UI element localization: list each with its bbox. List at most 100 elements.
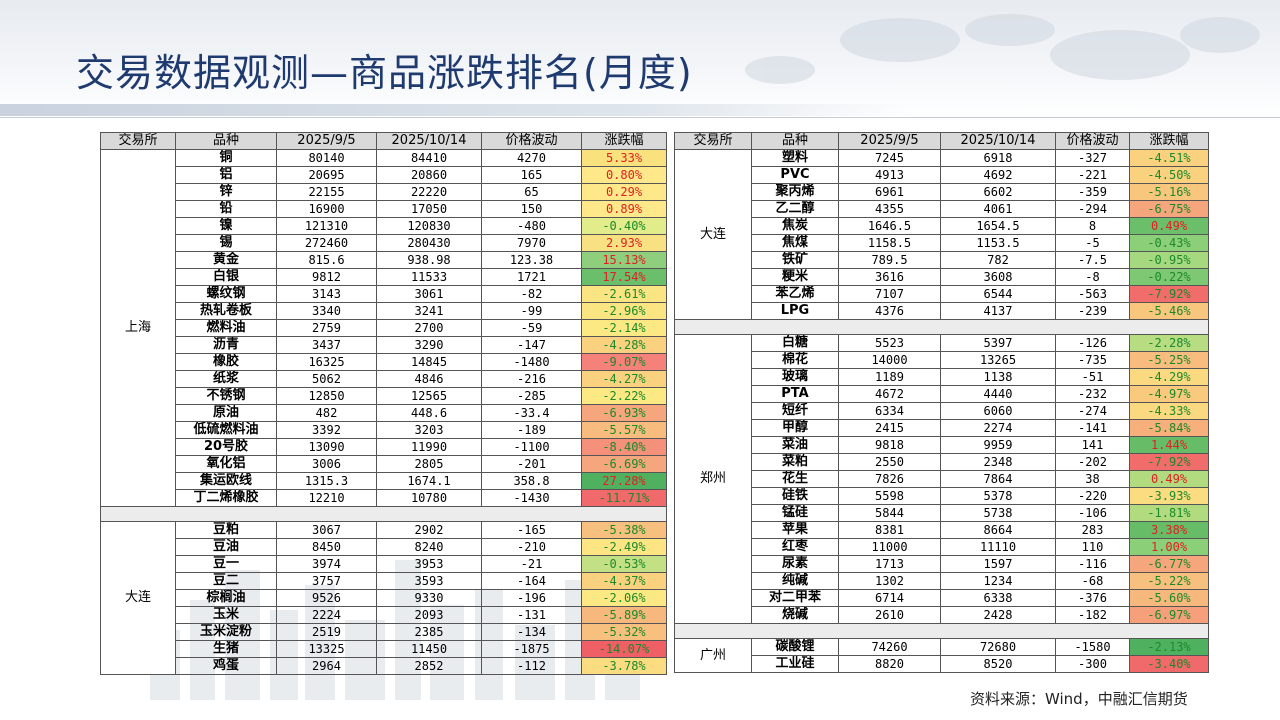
product-name: 铅: [175, 200, 277, 218]
product-name: 不锈钢: [175, 387, 277, 405]
price-2025-10-14: 4692: [940, 166, 1056, 184]
price-2025-09-05: 12210: [276, 489, 377, 507]
table-row: PVC 4913 4692 -221 -4.50%: [675, 166, 1209, 184]
change-percent: 1.00%: [1129, 538, 1209, 556]
price-2025-10-14: 8520: [940, 655, 1056, 673]
change-percent: -5.38%: [581, 521, 667, 539]
price-2025-09-05: 272460: [276, 234, 377, 252]
price-change: 110: [1055, 538, 1130, 556]
change-percent: -6.77%: [1129, 555, 1209, 573]
product-name: LPG: [751, 302, 839, 320]
page-title: 交易数据观测—商品涨跌排名(月度): [76, 51, 693, 95]
price-2025-09-05: 2224: [276, 606, 377, 624]
price-change: -164: [481, 572, 582, 590]
price-2025-10-14: 11450: [376, 640, 482, 658]
price-2025-09-05: 9526: [276, 589, 377, 607]
price-2025-09-05: 1713: [838, 555, 941, 573]
price-2025-10-14: 1597: [940, 555, 1056, 573]
product-name: 螺纹钢: [175, 285, 277, 303]
price-2025-10-14: 2902: [376, 521, 482, 539]
price-2025-10-14: 1153.5: [940, 234, 1056, 252]
price-2025-09-05: 8381: [838, 521, 941, 539]
price-2025-10-14: 84410: [376, 149, 482, 167]
price-2025-10-14: 4137: [940, 302, 1056, 320]
change-percent: -4.51%: [1129, 149, 1209, 167]
source-note: 资料来源：Wind，中融汇信期货: [970, 690, 1188, 708]
price-change: 38: [1055, 470, 1130, 488]
header-accent-band: [0, 104, 910, 116]
table-row: 花生 7826 7864 38 0.49%: [675, 470, 1209, 488]
price-2025-09-05: 3340: [276, 302, 377, 320]
change-percent: -2.13%: [1129, 638, 1209, 656]
change-percent: 0.49%: [1129, 470, 1209, 488]
table-row: 螺纹钢 3143 3061 -82 -2.61%: [101, 285, 667, 303]
price-2025-09-05: 22155: [276, 183, 377, 201]
table-row: 集运欧线 1315.3 1674.1 358.8 27.28%: [101, 472, 667, 490]
column-header: 品种: [751, 132, 839, 150]
table-row: 红枣 11000 11110 110 1.00%: [675, 538, 1209, 556]
product-name: 短纤: [751, 402, 839, 420]
table-row: 短纤 6334 6060 -274 -4.33%: [675, 402, 1209, 420]
price-2025-09-05: 3067: [276, 521, 377, 539]
column-header: 交易所: [100, 132, 176, 150]
table-row: 广州 碳酸锂 74260 72680 -1580 -2.13%: [674, 638, 1209, 673]
price-2025-10-14: 2385: [376, 623, 482, 641]
header-divider: [0, 117, 1280, 118]
price-change: 283: [1055, 521, 1130, 539]
change-percent: -2.96%: [581, 302, 667, 320]
price-change: -99: [481, 302, 582, 320]
price-change: -8: [1055, 268, 1130, 286]
change-percent: 15.13%: [581, 251, 667, 269]
price-2025-10-14: 4061: [940, 200, 1056, 218]
table-row: 锡 272460 280430 7970 2.93%: [101, 234, 667, 252]
price-2025-09-05: 7245: [838, 149, 941, 167]
column-header: 2025/9/5: [838, 132, 941, 150]
price-2025-09-05: 6961: [838, 183, 941, 201]
column-header: 交易所: [674, 132, 752, 150]
product-name: 鸡蛋: [175, 657, 277, 675]
price-2025-10-14: 9959: [940, 436, 1056, 454]
group-separator: [674, 319, 1209, 335]
exchange-cell: 大连: [674, 149, 752, 320]
product-name: 碳酸锂: [751, 638, 839, 656]
price-2025-09-05: 3006: [276, 455, 377, 473]
price-2025-09-05: 789.5: [838, 251, 941, 269]
group-separator: [100, 506, 667, 522]
change-percent: -9.07%: [581, 353, 667, 371]
change-percent: -0.43%: [1129, 234, 1209, 252]
price-2025-10-14: 8240: [376, 538, 482, 556]
price-2025-10-14: 2274: [940, 419, 1056, 437]
table-row: 燃料油 2759 2700 -59 -2.14%: [101, 319, 667, 337]
price-change: -5: [1055, 234, 1130, 252]
price-2025-10-14: 4440: [940, 385, 1056, 403]
product-name: 乙二醇: [751, 200, 839, 218]
price-2025-10-14: 2093: [376, 606, 482, 624]
price-2025-10-14: 4846: [376, 370, 482, 388]
price-2025-10-14: 11110: [940, 538, 1056, 556]
price-2025-10-14: 5738: [940, 504, 1056, 522]
price-2025-09-05: 5062: [276, 370, 377, 388]
price-2025-09-05: 4672: [838, 385, 941, 403]
price-2025-09-05: 7826: [838, 470, 941, 488]
price-2025-09-05: 482: [276, 404, 377, 422]
price-2025-10-14: 5397: [940, 334, 1056, 352]
table-row: 焦煤 1158.5 1153.5 -5 -0.43%: [675, 234, 1209, 252]
product-name: 纯碱: [751, 572, 839, 590]
product-name: 菜油: [751, 436, 839, 454]
change-percent: -6.97%: [1129, 606, 1209, 624]
exchange-cell: 大连: [100, 521, 176, 675]
separator-cell: [674, 623, 1209, 639]
price-2025-09-05: 1302: [838, 572, 941, 590]
table-row: 苯乙烯 7107 6544 -563 -7.92%: [675, 285, 1209, 303]
product-name: 铜: [175, 149, 277, 167]
price-change: -1430: [481, 489, 582, 507]
price-2025-10-14: 7864: [940, 470, 1056, 488]
change-percent: 0.29%: [581, 183, 667, 201]
right-ranking-table: 交易所 品种 2025/9/5 2025/10/14 价格波动 涨跌幅 大连 塑料 7245 6…: [674, 132, 1209, 673]
left-ranking-table: 交易所 品种 2025/9/5 2025/10/14 价格波动 涨跌幅 上海铜 80140 8…: [100, 132, 667, 675]
product-name: 铝: [175, 166, 277, 184]
table-row: 菜粕 2550 2348 -202 -7.92%: [675, 453, 1209, 471]
table-row: 棉花 14000 13265 -735 -5.25%: [675, 351, 1209, 369]
price-change: -1480: [481, 353, 582, 371]
product-name: 玻璃: [751, 368, 839, 386]
